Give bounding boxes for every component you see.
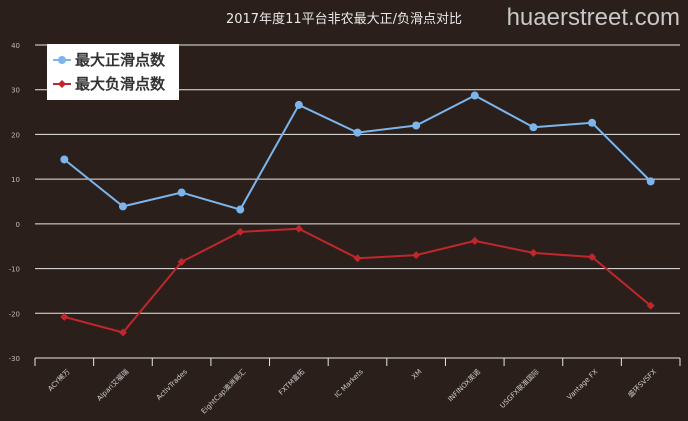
y-tick-label: -10 bbox=[9, 266, 20, 274]
y-tick-label: -30 bbox=[9, 355, 20, 363]
data-point bbox=[412, 121, 421, 130]
data-point bbox=[118, 328, 127, 337]
data-point bbox=[236, 205, 245, 214]
x-tick-label: INFINOX英诺 bbox=[446, 367, 482, 403]
legend-label: 最大正滑点数 bbox=[75, 51, 166, 69]
x-tick-label: 盛环SVSFX bbox=[626, 367, 658, 399]
y-tick-label: 20 bbox=[11, 131, 20, 139]
data-point bbox=[588, 118, 597, 127]
legend-label: 最大负滑点数 bbox=[75, 75, 166, 93]
legend-item-negative[interactable]: 最大负滑点数 bbox=[53, 73, 165, 94]
data-point bbox=[236, 227, 245, 236]
data-point bbox=[294, 224, 303, 233]
data-point bbox=[118, 202, 127, 211]
data-point bbox=[177, 188, 186, 197]
y-tick-label: 30 bbox=[11, 87, 20, 95]
data-point bbox=[177, 257, 186, 266]
data-point bbox=[529, 123, 538, 132]
data-point bbox=[60, 312, 69, 321]
x-tick-label: USGFX联准国际 bbox=[498, 367, 541, 410]
data-point bbox=[353, 128, 362, 137]
data-point bbox=[60, 155, 69, 164]
series-line bbox=[63, 94, 652, 211]
y-tick-label: 10 bbox=[11, 176, 20, 184]
data-point bbox=[470, 236, 479, 245]
chart-title: 2017年度11平台非农最大正/负滑点对比 bbox=[225, 12, 462, 27]
x-tick-label: ActivTrades bbox=[155, 368, 189, 402]
x-tick-label: XM bbox=[410, 368, 423, 381]
series-line bbox=[64, 227, 652, 334]
y-tick-label: 0 bbox=[16, 221, 20, 229]
data-point bbox=[470, 91, 479, 100]
x-tick-label: Vantage FX bbox=[566, 368, 600, 402]
legend: 最大正滑点数 最大负滑点数 bbox=[47, 44, 179, 100]
x-tick-label: FXTM富拓 bbox=[277, 367, 307, 397]
data-point bbox=[588, 252, 597, 261]
y-tick-label: 40 bbox=[11, 42, 20, 50]
x-tick-label: Alpari艾福瑞 bbox=[95, 367, 131, 403]
x-tick-label: ACY稀万 bbox=[46, 367, 72, 393]
x-tick-label: IC Markets bbox=[333, 368, 365, 400]
diamond-marker-icon bbox=[53, 79, 71, 88]
x-tick-label: EightCap澳洲易汇 bbox=[199, 367, 248, 416]
data-point bbox=[412, 251, 421, 260]
data-point bbox=[529, 248, 538, 257]
data-point bbox=[294, 100, 303, 109]
watermark: huaerstreet.com bbox=[506, 4, 680, 31]
circle-marker-icon bbox=[53, 55, 71, 64]
data-point bbox=[646, 177, 655, 186]
data-point bbox=[353, 254, 362, 263]
legend-item-positive[interactable]: 最大正滑点数 bbox=[53, 49, 165, 70]
data-point bbox=[646, 301, 655, 310]
y-tick-label: -20 bbox=[9, 310, 20, 318]
